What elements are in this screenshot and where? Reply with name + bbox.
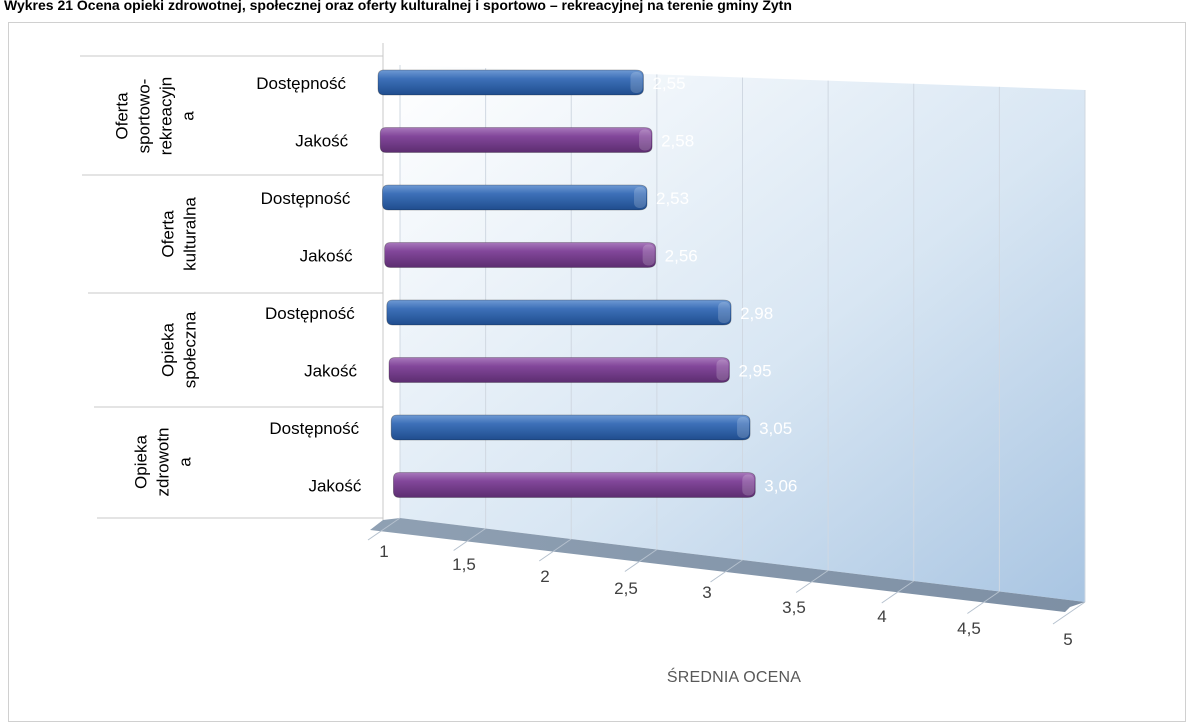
bar-dostepnosc: 2,53 [382, 184, 689, 211]
category-label: Jakość [295, 132, 348, 151]
bar-cap [634, 187, 647, 208]
bar-dostepnosc: 2,98 [386, 299, 773, 326]
data-label: 2,95 [738, 362, 771, 381]
bar-body [384, 242, 657, 268]
floor-gridline [453, 528, 486, 551]
floor-gridline [1052, 601, 1086, 625]
bar-cap [630, 72, 643, 93]
bar-cap [642, 244, 655, 266]
x-tick-label: 4,5 [957, 619, 981, 638]
category-label: Dostępność [265, 304, 355, 323]
x-tick-label: 2,5 [614, 579, 638, 598]
floor-gridline [795, 570, 829, 593]
bar-body [393, 472, 756, 498]
category-label: Dostępność [256, 74, 346, 93]
group-label-line: Opieka [158, 323, 177, 377]
group-label-line: społeczna [180, 311, 199, 388]
bar-jakosc: 2,58 [379, 127, 694, 153]
x-tick-label: 1,5 [452, 555, 476, 574]
bar-dostepnosc: 3,05 [390, 414, 792, 441]
group-label-line: zdrowotn [153, 428, 172, 497]
group-label-line: kulturalna [180, 197, 199, 271]
bar-dostepnosc: 2,55 [377, 69, 686, 96]
bar-cap [742, 474, 755, 496]
bar-cap [639, 129, 652, 151]
group-label-line: Oferta [158, 210, 177, 258]
bar-jakosc: 2,95 [388, 357, 772, 383]
bar-body [390, 414, 751, 441]
chart-title: Wykres 21 Ocena opieki zdrowotnej, społe… [4, 0, 792, 13]
bar-jakosc: 3,06 [393, 472, 797, 498]
x-tick-label: 4 [877, 607, 886, 626]
floor-gridline [710, 559, 743, 583]
data-label: 2,55 [652, 74, 685, 93]
x-axis-ticks: 1 1,5 2 2,5 3 3,5 4 4,5 5 [379, 542, 1072, 649]
floor [367, 517, 1086, 625]
data-label: 3,06 [764, 477, 797, 496]
category-label: Jakość [300, 247, 353, 266]
data-label: 2,53 [656, 189, 689, 208]
floor-plane [370, 518, 1085, 612]
group-label-line: Oferta [112, 92, 131, 140]
x-tick-label: 2 [540, 567, 549, 586]
x-tick-label: 3,5 [782, 598, 806, 617]
data-label: 2,56 [665, 247, 698, 266]
x-axis-title: ŚREDNIA OCENA [667, 667, 801, 686]
group-label-line: a [178, 111, 197, 121]
group-label-line: a [175, 457, 194, 467]
x-tick-label: 5 [1063, 630, 1072, 649]
category-label: Dostępność [261, 189, 351, 208]
bar-body [379, 127, 653, 153]
x-tick-label: 1 [379, 542, 388, 561]
group-label-line: Opieka [131, 435, 150, 489]
bar-body [377, 69, 644, 96]
category-labels: Dostępność Jakość Dostępność Jakość Dostępno… [80, 55, 383, 519]
floor-gridline [624, 549, 658, 572]
category-label: Jakość [304, 362, 357, 381]
group-label-line: sportowo- [134, 79, 153, 154]
bar-jakosc: 2,56 [384, 242, 698, 268]
category-label: Dostępność [269, 419, 359, 438]
bar-body [382, 184, 648, 211]
floor-gridline [967, 591, 1000, 614]
bar-cap [718, 302, 731, 323]
floor-gridline [881, 580, 915, 604]
data-label: 2,58 [661, 132, 694, 151]
floor-gridline [538, 538, 572, 562]
bar-cap [737, 417, 750, 438]
data-label: 3,05 [759, 419, 792, 438]
bar-body [386, 299, 732, 326]
bars: 2,55 2,58 2,53 2,56 2,98 2,95 3,05 3,06 [377, 69, 797, 498]
bar-body [388, 357, 730, 383]
category-label: Jakość [308, 477, 361, 496]
data-label: 2,98 [740, 304, 773, 323]
group-label-line: rekreacyjn [156, 77, 175, 155]
x-tick-label: 3 [702, 583, 711, 602]
bar-cap [716, 359, 729, 381]
floor-gridline [367, 517, 401, 541]
